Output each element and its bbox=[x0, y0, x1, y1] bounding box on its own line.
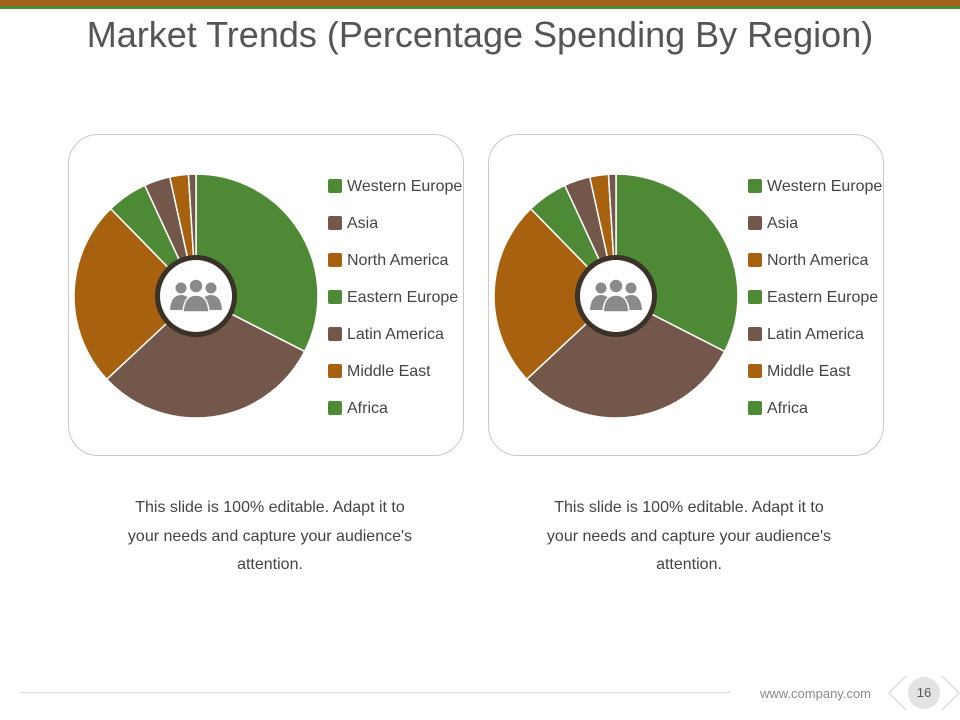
legend-item: Africa bbox=[328, 399, 462, 436]
legend-swatch bbox=[328, 179, 342, 193]
legend-swatch bbox=[748, 401, 762, 415]
people-group-icon bbox=[170, 278, 222, 313]
legend-item: Middle East bbox=[748, 362, 882, 399]
legend-item: Latin America bbox=[748, 325, 882, 362]
page-number: 16 bbox=[908, 677, 940, 709]
legend-item: Asia bbox=[748, 214, 882, 251]
legend-swatch bbox=[748, 179, 762, 193]
legend-label: Asia bbox=[347, 215, 379, 232]
legend-label: Western Europe bbox=[767, 178, 883, 195]
legend-label: Africa bbox=[347, 400, 388, 417]
legend-label: Asia bbox=[767, 215, 799, 232]
legend-item: Eastern Europe bbox=[748, 288, 882, 325]
legend-item: North America bbox=[748, 251, 882, 288]
legend-label: Middle East bbox=[767, 363, 851, 380]
chart-caption-1: This slide is 100% editable. Adapt it to… bbox=[127, 499, 413, 573]
pie-slice-asia bbox=[525, 295, 726, 419]
legend-swatch bbox=[748, 253, 762, 267]
chart-card-1: Western Europe Asia North America Eastern E… bbox=[68, 134, 464, 456]
people-group-icon bbox=[590, 278, 642, 313]
footer-website: www.company.com bbox=[760, 686, 872, 701]
top-accent-stripe bbox=[0, 6, 960, 9]
chart-caption-2: This slide is 100% editable. Adapt it to… bbox=[546, 499, 832, 573]
legend-swatch bbox=[328, 253, 342, 267]
legend-item: Eastern Europe bbox=[328, 288, 462, 325]
legend-label: North America bbox=[347, 252, 449, 269]
top-accent-bar bbox=[0, 0, 960, 9]
legend-item: Africa bbox=[748, 399, 882, 436]
legend-item: Western Europe bbox=[748, 177, 882, 214]
legend-label: Africa bbox=[767, 400, 808, 417]
footer-divider bbox=[20, 692, 730, 693]
page-indicator: 16 bbox=[886, 674, 960, 714]
legend-swatch bbox=[328, 216, 342, 230]
legend-item: Latin America bbox=[328, 325, 462, 362]
legend-item: Western Europe bbox=[328, 177, 462, 214]
pie-chart-2 bbox=[493, 173, 739, 419]
legend-swatch bbox=[328, 290, 342, 304]
legend-item: Asia bbox=[328, 214, 462, 251]
legend-label: Latin America bbox=[347, 326, 444, 343]
legend-2: Western Europe Asia North America Eastern E… bbox=[748, 177, 882, 436]
legend-swatch bbox=[328, 364, 342, 378]
legend-swatch bbox=[748, 364, 762, 378]
page-chevrons-icon bbox=[887, 675, 960, 711]
legend-label: Eastern Europe bbox=[347, 289, 459, 306]
page-title: Market Trends (Percentage Spending By Re… bbox=[86, 14, 874, 55]
legend-label: Western Europe bbox=[347, 178, 463, 195]
chart-card-2: Western Europe Asia North America Eastern E… bbox=[488, 134, 884, 456]
legend-item: Middle East bbox=[328, 362, 462, 399]
legend-label: Middle East bbox=[347, 363, 431, 380]
legend-label: Latin America bbox=[767, 326, 864, 343]
legend-item: North America bbox=[328, 251, 462, 288]
legend-swatch bbox=[748, 327, 762, 341]
legend-swatch bbox=[328, 327, 342, 341]
pie-slice-north-america bbox=[493, 207, 618, 381]
legend-1: Western Europe Asia North America Eastern E… bbox=[328, 177, 462, 436]
legend-swatch bbox=[748, 216, 762, 230]
pie-chart-1 bbox=[73, 173, 319, 419]
pie-slice-asia bbox=[105, 295, 306, 419]
legend-swatch bbox=[748, 290, 762, 304]
legend-label: Eastern Europe bbox=[767, 289, 879, 306]
pie-slice-north-america bbox=[73, 207, 198, 381]
legend-label: North America bbox=[767, 252, 869, 269]
legend-swatch bbox=[328, 401, 342, 415]
